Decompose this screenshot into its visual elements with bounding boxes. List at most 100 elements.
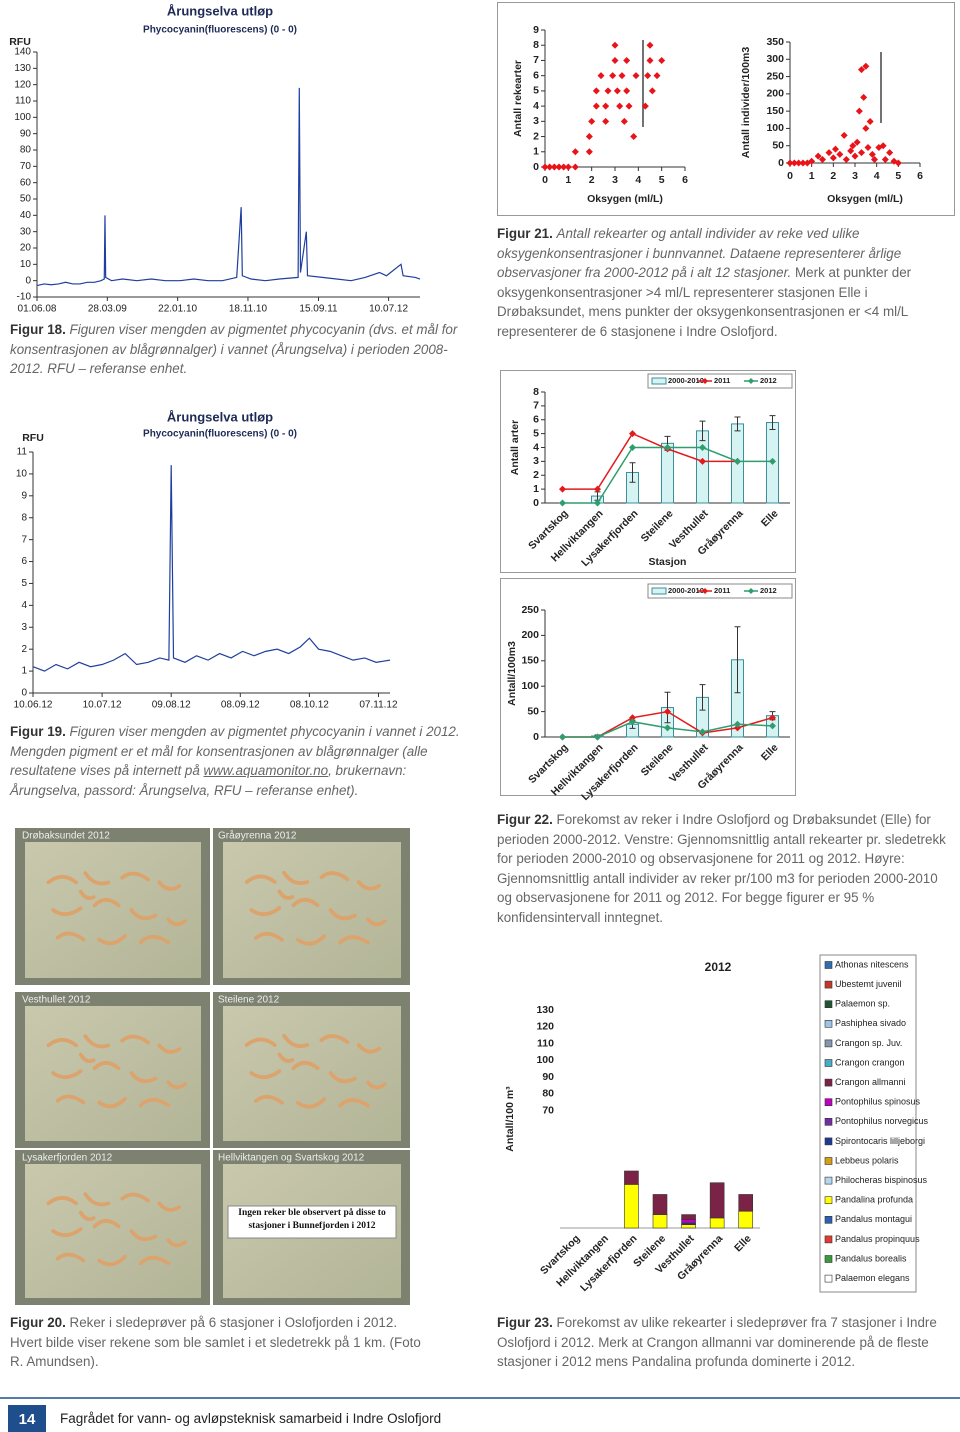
caption-label: Figur 21. — [497, 226, 553, 241]
legend-label: Crangon crangon — [835, 1057, 905, 1067]
legend-swatch — [651, 377, 667, 385]
caption: Figur 19. Figuren viser mengden av pigme… — [10, 722, 480, 800]
y-axis-label: Antall/100m3 — [506, 641, 518, 706]
y-tick-label: 0 — [778, 157, 784, 169]
bar-segment — [681, 1224, 696, 1229]
legend-label: Pashiphea sivado — [835, 1018, 906, 1028]
x-tick-label: 18.11.10 — [229, 304, 268, 315]
point — [560, 163, 568, 171]
point — [847, 147, 855, 155]
point — [644, 72, 652, 80]
bar-segment — [738, 1194, 754, 1212]
legend-swatch — [824, 1176, 833, 1185]
legend-swatch — [748, 588, 754, 594]
bar-segment — [681, 1214, 696, 1220]
point — [629, 430, 636, 438]
y-tick-label: 50 — [527, 705, 539, 717]
legend-swatch — [824, 1078, 833, 1087]
point — [604, 87, 612, 95]
legend-label: Pontophilus norvegicus — [835, 1116, 929, 1126]
point — [734, 724, 741, 732]
y-tick-label: 100 — [14, 112, 31, 123]
point — [618, 72, 626, 80]
y-tick-label: 80 — [20, 145, 32, 156]
photo-label: Gråøyrenna 2012 — [218, 830, 297, 842]
y-tick-label: 250 — [766, 70, 784, 82]
y-tick-label: 80 — [542, 1088, 554, 1100]
point — [664, 724, 671, 732]
y-tick-label: 5 — [533, 85, 539, 97]
point — [769, 714, 776, 722]
point — [648, 87, 656, 95]
y-tick-label: 7 — [533, 400, 539, 412]
x-tick-label: 0 — [787, 170, 793, 182]
legend-swatch — [824, 1039, 833, 1048]
point — [864, 143, 872, 151]
point — [646, 41, 654, 49]
point — [629, 444, 636, 451]
caption-link[interactable]: www.aquamonitor.no — [203, 763, 329, 778]
bar-segment — [624, 1184, 639, 1229]
caption-text: Merk at punkter der oksygenkonsentrasjon… — [497, 265, 912, 339]
point — [632, 72, 640, 80]
caption-text: Forekomst av ulike rekearter i sledeprøv… — [497, 1315, 937, 1369]
point — [609, 72, 617, 80]
y-tick-label: 8 — [21, 512, 27, 523]
point — [858, 149, 865, 157]
legend-swatch — [651, 587, 667, 595]
legend-label: Crangon allmanni — [835, 1077, 906, 1087]
y-tick-label: 3 — [533, 455, 539, 467]
x-axis-label: Stasjon — [649, 556, 687, 568]
y-axis-label: Antall individer/100m3 — [740, 47, 752, 159]
x-tick-label: 2 — [589, 174, 595, 186]
legend-label: Lebbeus polaris — [835, 1155, 899, 1165]
bar-segment — [709, 1217, 725, 1229]
x-tick-label: 10.07.12 — [83, 700, 122, 711]
legend-box — [647, 583, 793, 599]
caption-text: Antall rekearter og antall individer av … — [497, 226, 902, 280]
y-tick-label: 140 — [14, 47, 31, 58]
caption-text: , brukernavn: Årungselva, passord: Årung… — [10, 763, 407, 798]
photo: Steilene 2012 — [213, 992, 410, 1148]
point — [611, 56, 619, 64]
legend-swatch — [824, 1019, 833, 1028]
y-tick-label: 100 — [521, 680, 539, 692]
bar-segment — [652, 1194, 668, 1215]
bar-segment — [652, 1214, 668, 1229]
y-tick-label: 130 — [536, 1004, 554, 1016]
y-tick-label: 90 — [542, 1071, 554, 1083]
chart-subtitle: Phycocyanin(fluorescens) (0 - 0) — [143, 429, 297, 440]
x-tick-label: 5 — [659, 174, 665, 186]
y-axis-label: RFU — [9, 36, 31, 48]
y-tick-label: 6 — [533, 414, 539, 426]
legend-label: Pontophilus spinosus — [835, 1097, 921, 1107]
legend-label: Athonas nitescens — [835, 959, 909, 969]
y-tick-label: 5 — [533, 427, 539, 439]
photo-label: Steilene 2012 — [218, 995, 280, 1006]
caption-text: Figuren viser mengden av pigmentet phyco… — [10, 724, 460, 778]
point — [594, 499, 601, 507]
x-tick-label: 0 — [542, 174, 548, 186]
x-tick-label: 22.01.10 — [158, 304, 197, 315]
y-tick-label: 3 — [533, 115, 539, 127]
legend-label: Pandalus montagui — [835, 1214, 912, 1224]
bar — [696, 430, 709, 504]
legend-swatch — [824, 1216, 833, 1224]
point — [616, 102, 624, 110]
figure-frame — [500, 370, 796, 573]
point — [734, 720, 741, 728]
legend-swatch — [824, 1059, 833, 1067]
x-tick-label: Elle — [759, 741, 781, 763]
y-tick-label: 0 — [533, 497, 539, 509]
y-tick-label: 1 — [533, 146, 539, 158]
error-bar — [699, 420, 706, 442]
legend-label: 2012 — [760, 376, 777, 385]
legend-label: 2012 — [760, 586, 777, 595]
point — [871, 156, 878, 164]
legend-label: Pandalina profunda — [835, 1195, 913, 1205]
y-tick-label: 1 — [21, 666, 27, 677]
caption-text: Figuren viser mengden av pigmentet phyco… — [10, 322, 458, 376]
point — [855, 107, 863, 115]
legend-swatch — [702, 588, 708, 594]
x-tick-label: 10.07.12 — [369, 304, 408, 315]
